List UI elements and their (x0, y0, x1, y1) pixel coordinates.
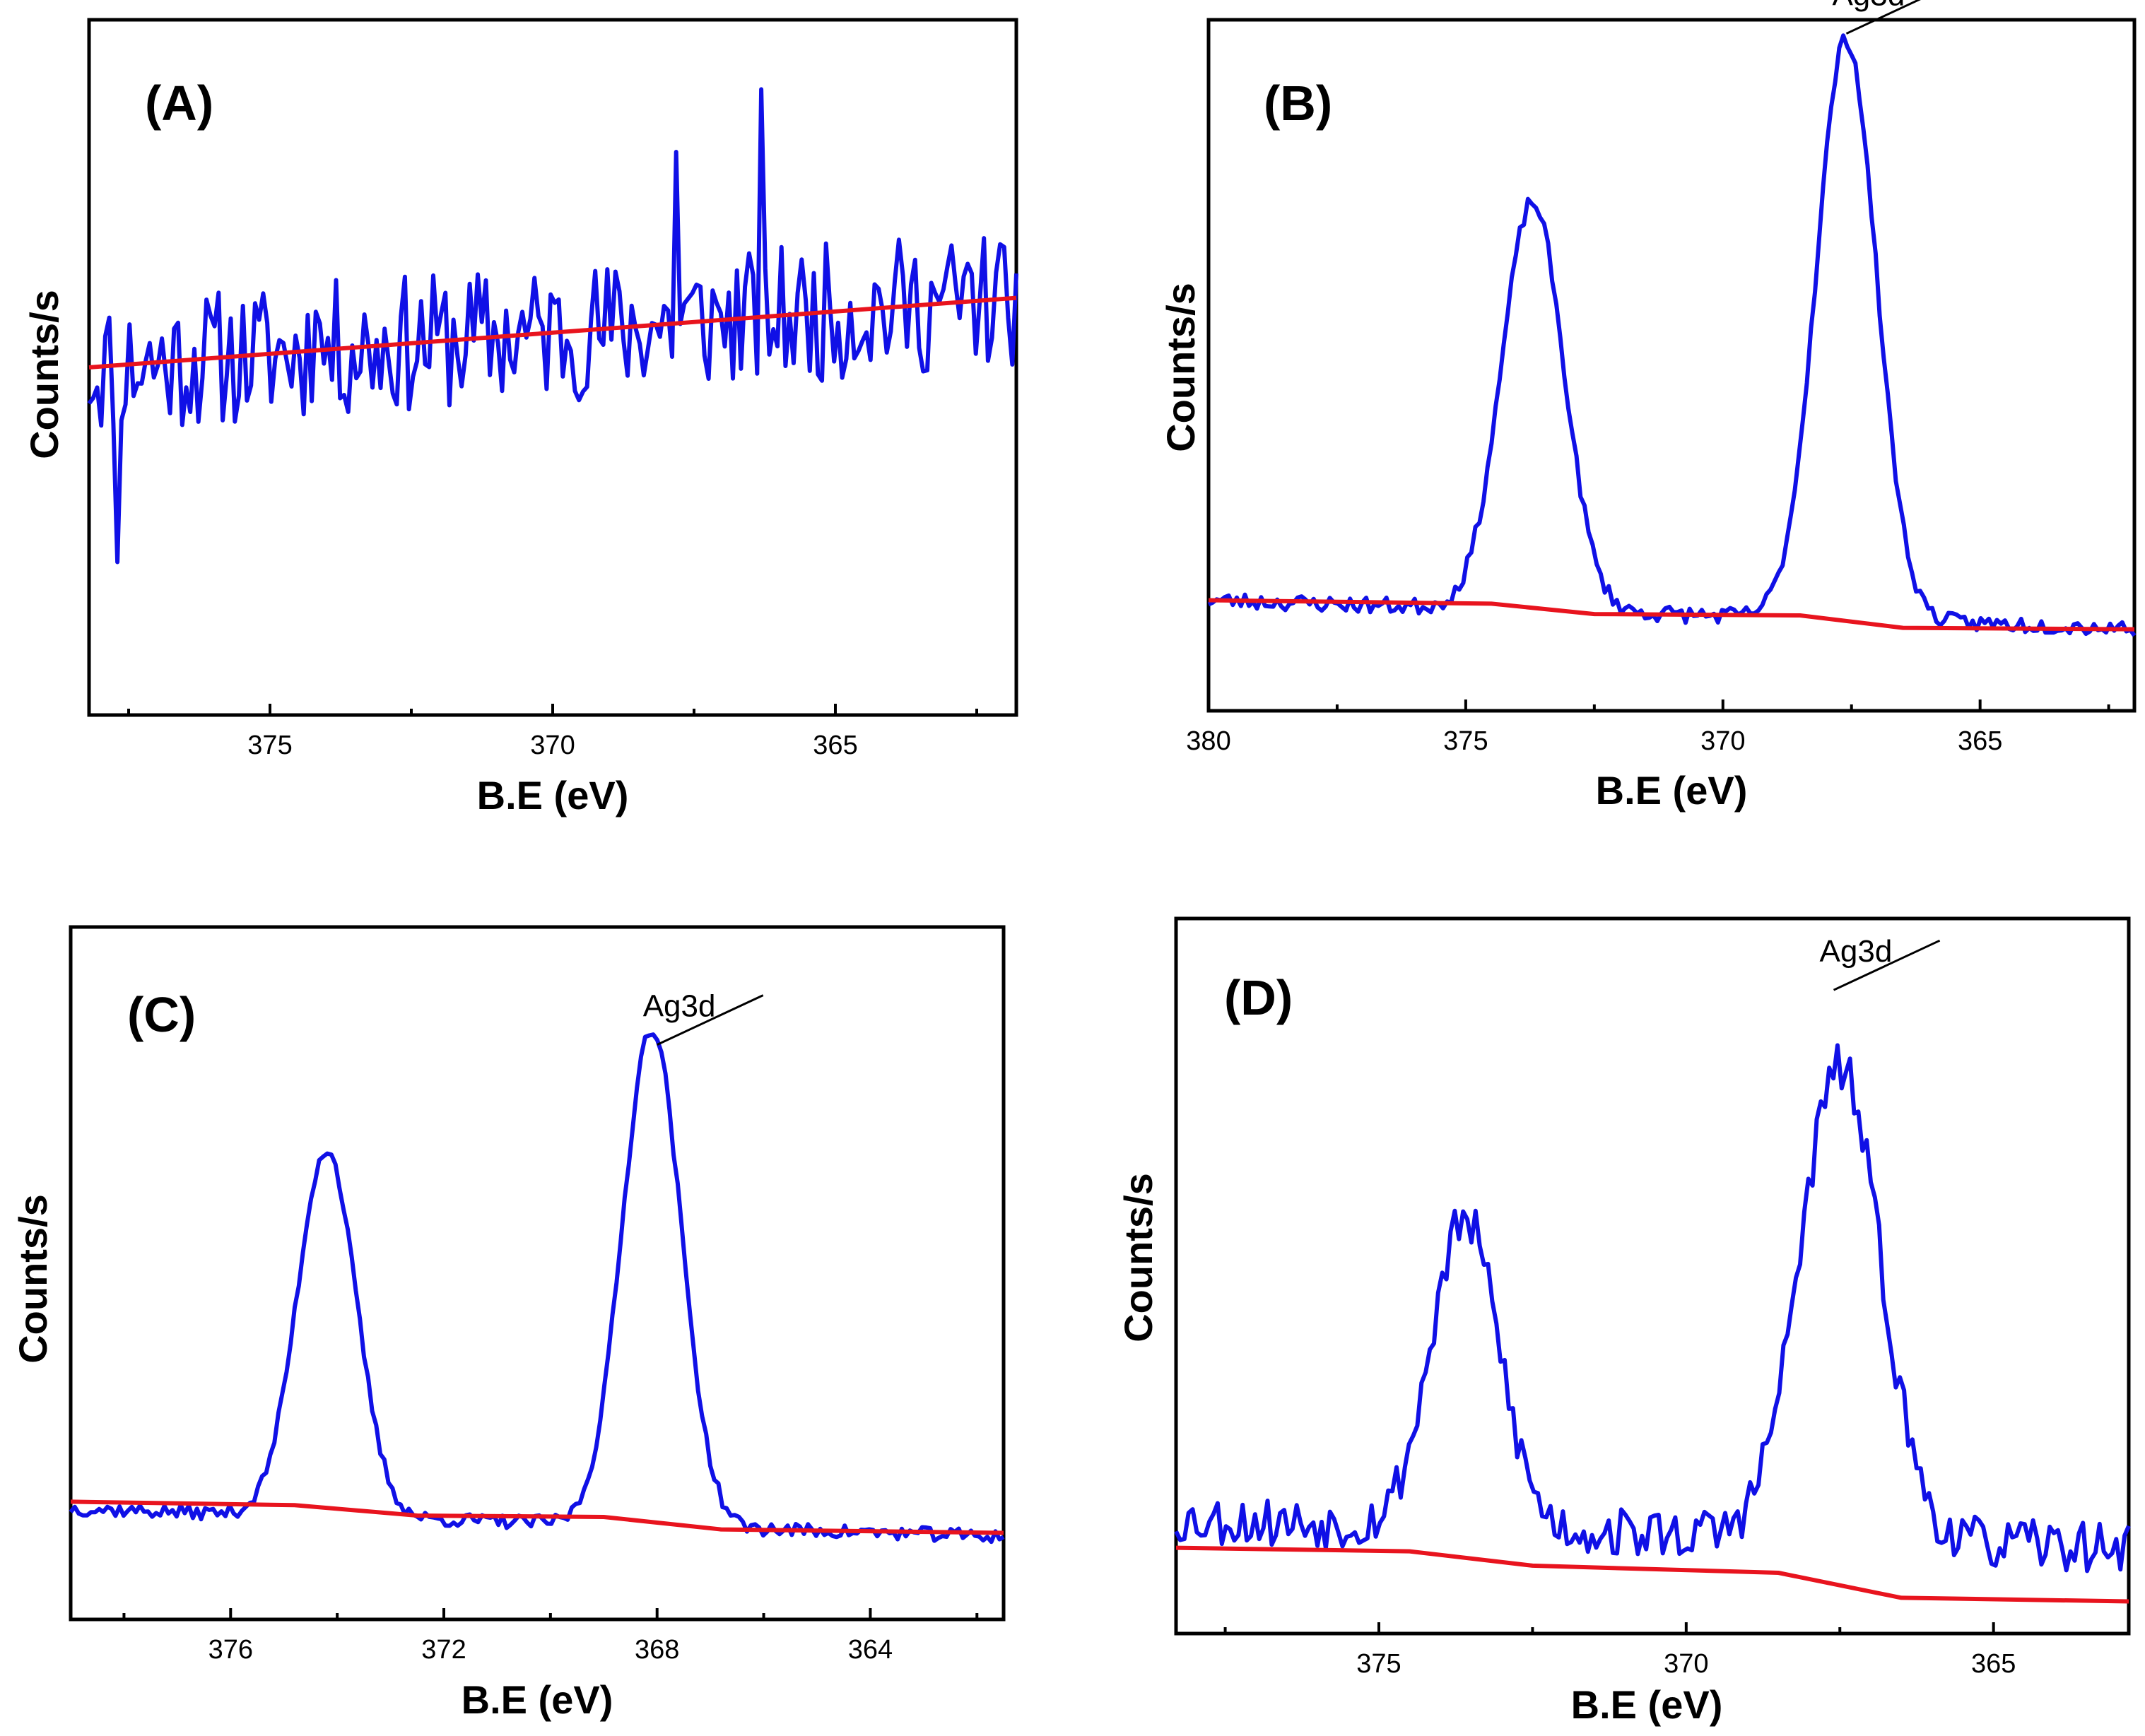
x-tick-label: 365 (1958, 726, 2002, 756)
x-tick-label: 365 (1971, 1649, 2016, 1679)
x-tick-label: 370 (530, 731, 575, 760)
plot-frame (1174, 916, 2131, 1636)
y-axis-title: Counts/s (11, 1194, 55, 1364)
panel-label: (A) (145, 76, 213, 131)
x-tick-label: 375 (247, 731, 292, 760)
x-axis-title: B.E (eV) (462, 1677, 613, 1722)
annotation-leader-line (657, 994, 764, 1046)
annotation-label: Ag3d (643, 989, 716, 1024)
spectrum-series-line (87, 87, 1018, 565)
x-tick-label: 370 (1664, 1649, 1708, 1679)
baseline-series-line (1175, 1545, 2129, 1604)
x-axis-title: B.E (eV) (1571, 1682, 1723, 1727)
panel-d: (D) B.E (eV) Counts/s 375 370 365 Ag3d (1116, 916, 2131, 1727)
panel-label: (D) (1224, 970, 1293, 1025)
panel-label: (C) (127, 987, 196, 1042)
panel-c: (C) B.E (eV) Counts/s 376 372 368 364 Ag3d (11, 925, 1006, 1722)
x-tick-label: 370 (1700, 726, 1745, 756)
x-axis-title: B.E (eV) (1596, 768, 1748, 813)
plot-frame (1206, 18, 2137, 713)
y-axis-title: Counts/s (1158, 283, 1203, 452)
annotation-label: Ag3d (1820, 934, 1893, 969)
panel-b: (B) B.E (eV) Counts/s 380 375 370 365 Ag3d (1158, 0, 2137, 813)
spectrum-series-line (1207, 33, 2137, 637)
annotation-label: Ag3d (1832, 0, 1905, 13)
x-tick-label: 375 (1443, 726, 1488, 756)
baseline-series-line (70, 1499, 1004, 1535)
baseline-series-line (1208, 598, 2135, 632)
annotation-leader-line (1845, 0, 1921, 35)
spectrum-series-line (1174, 1043, 2131, 1573)
baseline-series-line (88, 295, 1017, 370)
x-tick-label: 376 (208, 1635, 253, 1665)
x-tick-label: 368 (635, 1635, 679, 1665)
panel-a: (A) B.E (eV) Counts/s 375 370 365 (22, 18, 1018, 817)
x-tick-label: 372 (421, 1635, 466, 1665)
plot-frame (69, 925, 1006, 1622)
annotation-leader-line (1833, 939, 1941, 991)
x-tick-label: 380 (1186, 726, 1230, 756)
x-tick-label: 375 (1356, 1649, 1401, 1679)
x-tick-label: 364 (848, 1635, 893, 1665)
x-tick-label: 365 (813, 731, 857, 760)
x-axis-title: B.E (eV) (477, 773, 629, 817)
panel-label: (B) (1264, 76, 1332, 131)
spectrum-series-line (69, 1032, 1005, 1545)
y-axis-title: Counts/s (1116, 1173, 1160, 1342)
y-axis-title: Counts/s (22, 290, 66, 459)
